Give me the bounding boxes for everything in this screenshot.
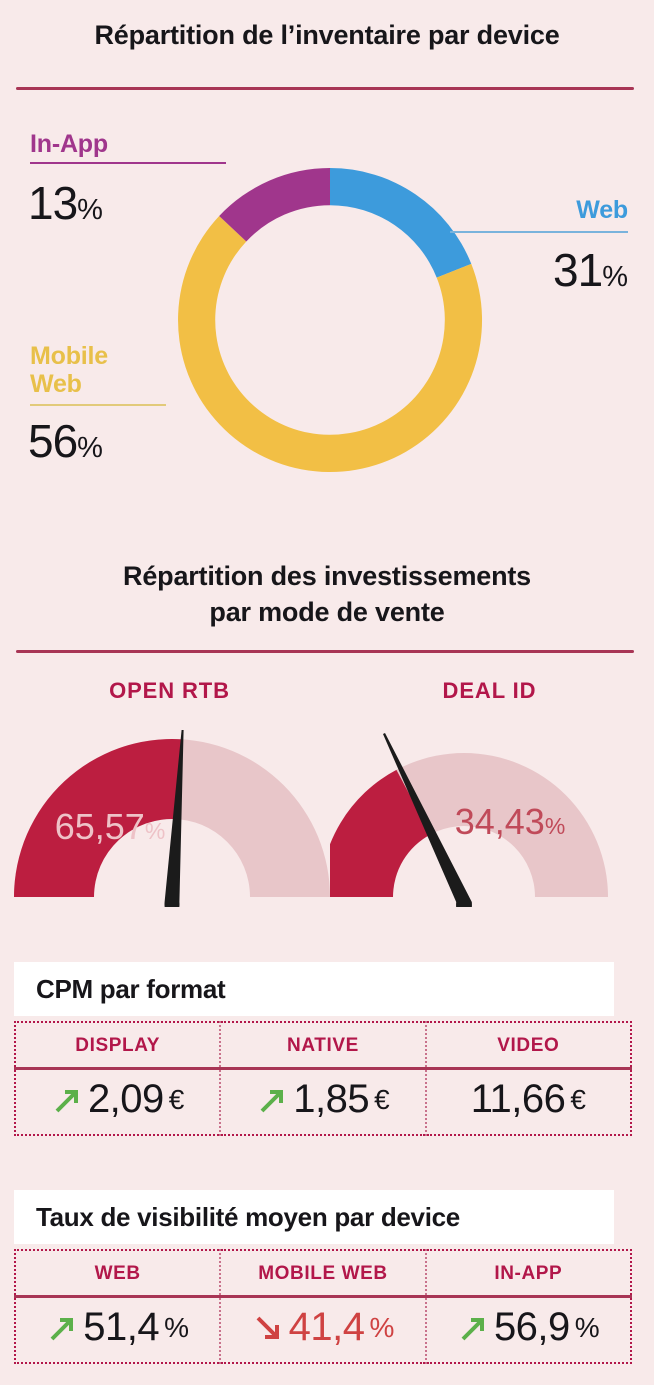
legend-value-in-app: 13% <box>28 176 103 230</box>
visibility-header-mobile-web: MOBILE WEB <box>220 1250 427 1298</box>
legend-value-web: 31% <box>468 243 628 297</box>
investments-title-line2: par mode de vente <box>209 596 445 627</box>
inventory-donut-chart <box>170 148 490 493</box>
cpm-unit-video: € <box>570 1083 586 1115</box>
inventory-section-title: Répartition de l’inventaire par device <box>94 20 560 50</box>
legend-rule-mobile-web <box>30 404 166 406</box>
legend-value-mobile-web: 56% <box>28 414 103 468</box>
inventory-title-rule <box>16 87 634 90</box>
legend-label-in-app: In-App <box>30 130 108 158</box>
gauge-number-deal-id: 34,43 <box>454 801 544 842</box>
cpm-unit-native: € <box>374 1083 390 1115</box>
gauge-title-open-rtb: OPEN RTB <box>109 678 230 703</box>
visibility-header-web: WEB <box>15 1250 222 1298</box>
gauge-value-label-deal-id: 34,43% <box>454 801 565 842</box>
arrow-up-icon <box>46 1312 78 1344</box>
legend-unit-in-app: % <box>77 194 103 226</box>
visibility-cell-mobile-web: 41,4 % <box>220 1296 427 1363</box>
gauge-unit-deal-id: % <box>544 813 564 839</box>
cpm-header-native: NATIVE <box>220 1022 427 1070</box>
legend-rule-in-app <box>30 162 226 164</box>
visibility-header-row: WEB MOBILE WEB IN-APP <box>15 1250 631 1298</box>
cpm-panel: CPM par format DISPLAY NATIVE VIDEO 2,09… <box>14 962 634 1136</box>
legend-unit-mobile-web: % <box>77 432 103 464</box>
cpm-cell-video: 11,66 € <box>426 1069 631 1136</box>
cpm-unit-display: € <box>168 1083 185 1115</box>
cpm-header-display: DISPLAY <box>15 1022 222 1070</box>
gauge-unit-open-rtb: % <box>144 818 164 844</box>
visibility-unit-in-app: % <box>574 1311 600 1343</box>
visibility-value-web: 51,4 <box>83 1305 160 1349</box>
arrow-up-icon <box>256 1084 288 1116</box>
cpm-header-row: DISPLAY NATIVE VIDEO <box>15 1022 631 1070</box>
gauge-value-deal-id <box>329 769 431 897</box>
cpm-header-video: VIDEO <box>425 1022 631 1070</box>
visibility-cell-in-app: 56,9 % <box>426 1297 631 1364</box>
cpm-value-display: 2,09 <box>87 1077 164 1121</box>
gauge-open-rtb: OPEN RTB 65,57% <box>6 678 333 907</box>
visibility-table: WEB MOBILE WEB IN-APP 51,4 % <box>14 1249 632 1364</box>
legend-number-in-app: 13 <box>28 177 78 229</box>
cpm-title-band: CPM par format <box>14 962 614 1016</box>
legend-label-mobile-web: Mobile Web <box>30 342 108 398</box>
gauge-number-open-rtb: 65,57 <box>54 806 144 847</box>
gauge-open-rtb-svg: 65,57% <box>13 730 330 907</box>
visibility-panel: Taux de visibilité moyen par device WEB … <box>14 1190 634 1364</box>
visibility-value-in-app: 56,9 <box>493 1305 570 1349</box>
cpm-value-native: 1,85 <box>293 1077 370 1121</box>
arrow-down-icon <box>252 1312 284 1344</box>
gauge-title-deal-id: DEAL ID <box>442 678 537 703</box>
visibility-unit-mobile-web: % <box>369 1311 395 1343</box>
donut-slice-mobile-web <box>178 216 483 473</box>
gauge-needle-open-rtb <box>163 730 184 907</box>
legend-label-web: Web <box>576 196 628 224</box>
investments-section-title: Répartition des investissements par mode… <box>0 559 654 630</box>
investments-title-rule <box>16 650 634 653</box>
cpm-value-video: 11,66 <box>470 1077 566 1121</box>
legend-label-mobile-web-line2: Web <box>30 370 82 398</box>
visibility-unit-web: % <box>164 1311 190 1343</box>
investments-title-line1: Répartition des investissements <box>123 561 531 591</box>
gauge-value-open-rtb <box>13 739 183 897</box>
cpm-table: DISPLAY NATIVE VIDEO 2,09 € <box>14 1021 632 1136</box>
visibility-title-band: Taux de visibilité moyen par device <box>14 1190 614 1244</box>
arrow-up-icon <box>51 1084 83 1116</box>
visibility-value-row: 51,4 % 41,4 % <box>15 1296 631 1364</box>
donut-svg <box>178 167 483 473</box>
visibility-value-mobile-web: 41,4 <box>288 1305 365 1349</box>
arrow-up-icon <box>457 1312 489 1344</box>
gauge-deal-id: DEAL ID 34,43% <box>326 678 653 907</box>
cpm-cell-display: 2,09 € <box>15 1068 222 1135</box>
legend-label-mobile-web-line1: Mobile <box>30 342 108 370</box>
cpm-value-row: 2,09 € 1,85 € 11,66 <box>15 1068 631 1136</box>
visibility-header-in-app: IN-APP <box>425 1250 631 1298</box>
legend-unit-web: % <box>602 261 628 293</box>
gauge-needle-deal-id <box>382 733 472 907</box>
visibility-cell-web: 51,4 % <box>15 1296 222 1363</box>
gauge-deal-id-svg: 34,43% <box>329 733 608 907</box>
legend-number-web: 31 <box>553 244 603 296</box>
cpm-cell-native: 1,85 € <box>220 1068 427 1135</box>
donut-slice-in-app <box>219 168 330 242</box>
legend-rule-web <box>450 231 628 233</box>
visibility-panel-title: Taux de visibilité moyen par device <box>36 1201 460 1232</box>
gauge-value-label-open-rtb: 65,57% <box>54 806 165 847</box>
cpm-panel-title: CPM par format <box>36 973 226 1004</box>
donut-slice-web <box>330 167 472 278</box>
legend-number-mobile-web: 56 <box>28 415 78 467</box>
